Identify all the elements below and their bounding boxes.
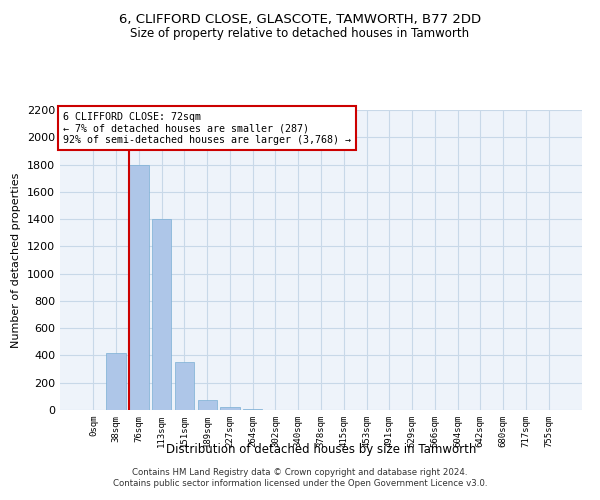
- Bar: [152, 219, 172, 410]
- Bar: [175, 362, 194, 410]
- Text: 6 CLIFFORD CLOSE: 72sqm
← 7% of detached houses are smaller (287)
92% of semi-de: 6 CLIFFORD CLOSE: 72sqm ← 7% of detached…: [62, 112, 350, 144]
- Text: Distribution of detached houses by size in Tamworth: Distribution of detached houses by size …: [166, 442, 476, 456]
- Bar: [243, 408, 262, 410]
- Y-axis label: Number of detached properties: Number of detached properties: [11, 172, 22, 348]
- Bar: [106, 352, 126, 410]
- Text: 6, CLIFFORD CLOSE, GLASCOTE, TAMWORTH, B77 2DD: 6, CLIFFORD CLOSE, GLASCOTE, TAMWORTH, B…: [119, 12, 481, 26]
- Bar: [220, 406, 239, 410]
- Text: Size of property relative to detached houses in Tamworth: Size of property relative to detached ho…: [130, 28, 470, 40]
- Bar: [197, 400, 217, 410]
- Text: Contains HM Land Registry data © Crown copyright and database right 2024.
Contai: Contains HM Land Registry data © Crown c…: [113, 468, 487, 487]
- Bar: [129, 164, 149, 410]
